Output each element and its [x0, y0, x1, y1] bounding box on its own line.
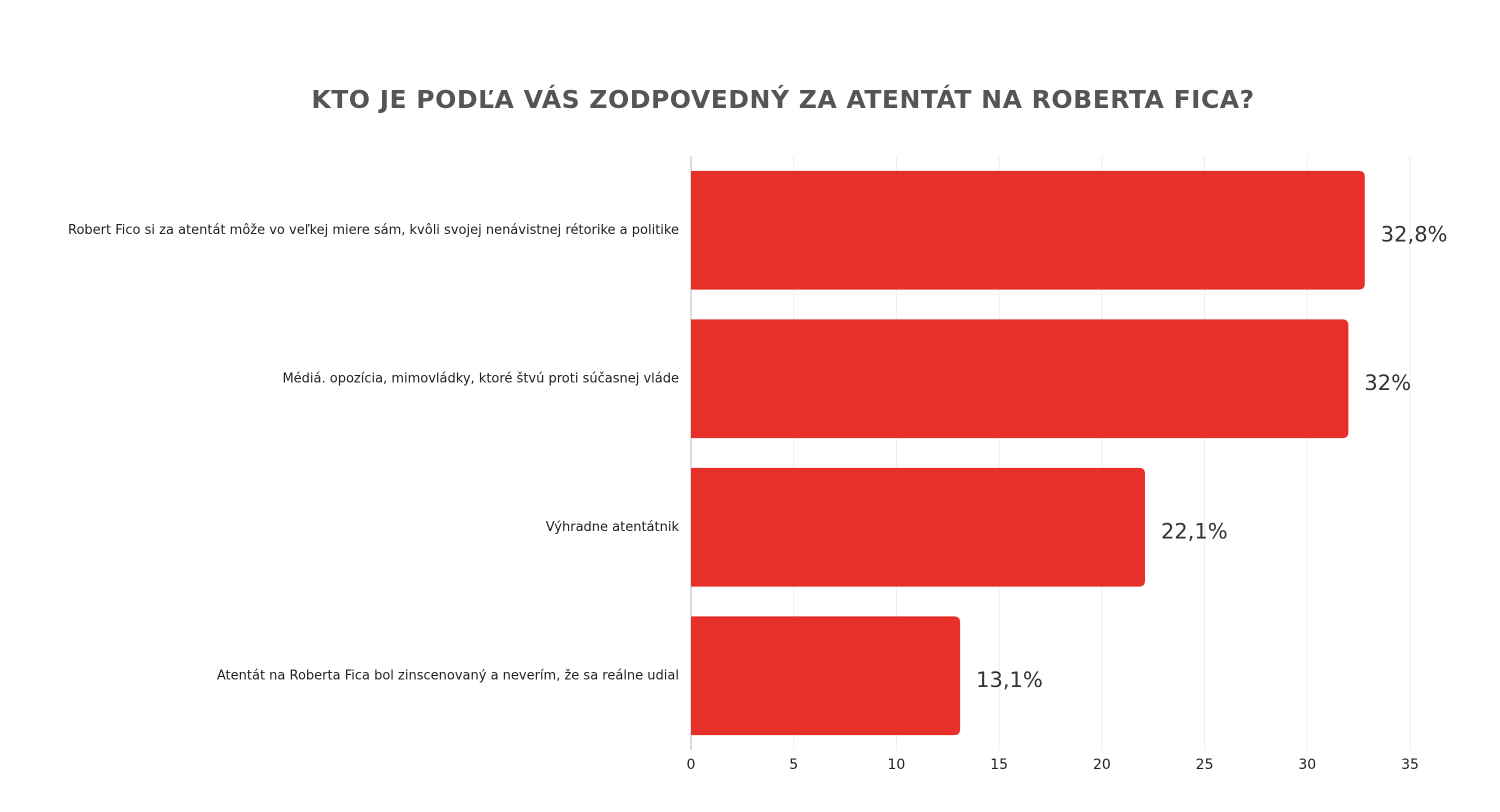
- bar: [691, 319, 1349, 439]
- bar: [691, 467, 1145, 587]
- x-tick-label: 10: [888, 757, 906, 773]
- x-tick-label: 20: [1093, 757, 1111, 773]
- value-label: 13,1%: [976, 668, 1043, 692]
- value-label: 32%: [1364, 371, 1411, 395]
- value-label: 32,8%: [1381, 222, 1448, 246]
- chart-title: KTO JE PODĽA VÁS ZODPOVEDNÝ ZA ATENTÁT N…: [311, 84, 1254, 114]
- x-tick-label: 35: [1401, 757, 1419, 773]
- value-label: 22,1%: [1161, 519, 1228, 543]
- category-label: Atentát na Roberta Fica bol zinscenovaný…: [217, 668, 679, 683]
- bar: [691, 170, 1365, 290]
- x-tick-label: 5: [789, 757, 798, 773]
- category-label: Robert Fico si za atentát môže vo veľkej…: [68, 223, 679, 238]
- bar: [691, 616, 961, 736]
- x-tick-label: 30: [1298, 757, 1316, 773]
- x-tick-label: 15: [990, 757, 1008, 773]
- category-label: Médiá. opozícia, mimovládky, ktoré štvú …: [282, 371, 679, 386]
- category-label: Výhradne atentátnik: [546, 520, 680, 535]
- x-tick-label: 25: [1196, 757, 1214, 773]
- x-tick-label: 0: [687, 757, 696, 773]
